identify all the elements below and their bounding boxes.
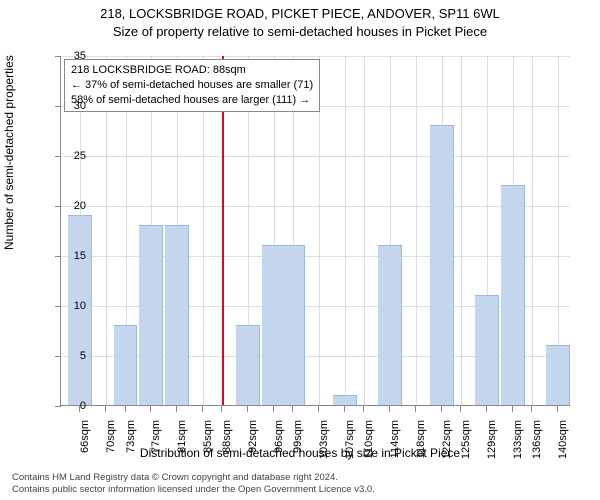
xtick-label: 110sqm <box>363 420 375 460</box>
xtick-mark <box>292 406 293 412</box>
xtick-mark <box>221 406 222 412</box>
annotation-line3: 58% of semi-detached houses are larger (… <box>71 93 313 108</box>
histogram-bar <box>430 125 454 405</box>
ytick-label: 35 <box>56 50 86 62</box>
histogram-bar <box>475 295 499 405</box>
annotation-line1: 218 LOCKSBRIDGE ROAD: 88sqm <box>71 63 313 78</box>
chart-title-line2: Size of property relative to semi-detach… <box>0 24 600 39</box>
xtick-mark <box>344 406 345 412</box>
ytick-label: 15 <box>56 250 86 262</box>
ytick-label: 0 <box>56 400 86 412</box>
xtick-mark <box>125 406 126 412</box>
xtick-mark <box>557 406 558 412</box>
histogram-bar <box>165 225 189 405</box>
ytick-label: 25 <box>56 150 86 162</box>
xtick-label: 70sqm <box>105 420 117 460</box>
histogram-bar <box>333 395 357 405</box>
xtick-label: 77sqm <box>150 420 162 460</box>
xtick-mark <box>318 406 319 412</box>
gridline-v <box>416 56 417 405</box>
xtick-label: 66sqm <box>79 420 91 460</box>
xtick-mark <box>273 406 274 412</box>
xtick-label: 136sqm <box>531 420 543 460</box>
xtick-label: 96sqm <box>273 420 285 460</box>
gridline-h <box>61 56 570 57</box>
histogram-bar <box>281 245 305 405</box>
histogram-bar <box>378 245 402 405</box>
xtick-label: 99sqm <box>292 420 304 460</box>
xtick-label: 125sqm <box>460 420 472 460</box>
xtick-label: 88sqm <box>221 420 233 460</box>
annotation-line2: ← 37% of semi-detached houses are smalle… <box>71 78 313 93</box>
xtick-mark <box>415 406 416 412</box>
xtick-label: 129sqm <box>486 420 498 460</box>
gridline-h <box>61 256 570 257</box>
xtick-label: 140sqm <box>557 420 569 460</box>
xtick-label: 114sqm <box>389 420 401 460</box>
histogram-bar <box>546 345 570 405</box>
ytick-label: 20 <box>56 200 86 212</box>
xtick-label: 73sqm <box>125 420 137 460</box>
xtick-mark <box>79 406 80 412</box>
y-axis-label: Number of semi-detached properties <box>2 55 16 250</box>
xtick-mark <box>389 406 390 412</box>
xtick-mark <box>202 406 203 412</box>
attribution-line2: Contains public sector information licen… <box>12 484 588 496</box>
xtick-label: 92sqm <box>247 420 259 460</box>
chart-title-line1: 218, LOCKSBRIDGE ROAD, PICKET PIECE, AND… <box>0 6 600 21</box>
xtick-mark <box>460 406 461 412</box>
attribution-line1: Contains HM Land Registry data © Crown c… <box>12 472 588 484</box>
xtick-mark <box>363 406 364 412</box>
histogram-bar <box>114 325 138 405</box>
xtick-mark <box>531 406 532 412</box>
ytick-label: 5 <box>56 350 86 362</box>
xtick-mark <box>176 406 177 412</box>
gridline-v <box>532 56 533 405</box>
xtick-label: 81sqm <box>176 420 188 460</box>
xtick-label: 133sqm <box>512 420 524 460</box>
gridline-v <box>345 56 346 405</box>
histogram-bar <box>139 225 163 405</box>
gridline-v <box>461 56 462 405</box>
xtick-mark <box>486 406 487 412</box>
xtick-mark <box>441 406 442 412</box>
gridline-h <box>61 206 570 207</box>
xtick-label: 118sqm <box>415 420 427 460</box>
xtick-mark <box>105 406 106 412</box>
gridline-v <box>364 56 365 405</box>
histogram-bar <box>501 185 525 405</box>
xtick-label: 85sqm <box>202 420 214 460</box>
xtick-label: 122sqm <box>441 420 453 460</box>
xtick-label: 107sqm <box>344 420 356 460</box>
gridline-h <box>61 156 570 157</box>
xtick-label: 103sqm <box>318 420 330 460</box>
xtick-mark <box>247 406 248 412</box>
annotation-box: 218 LOCKSBRIDGE ROAD: 88sqm← 37% of semi… <box>64 59 320 112</box>
plot-area: 218 LOCKSBRIDGE ROAD: 88sqm← 37% of semi… <box>60 56 570 406</box>
attribution-text: Contains HM Land Registry data © Crown c… <box>12 472 588 496</box>
xtick-mark <box>150 406 151 412</box>
ytick-label: 10 <box>56 300 86 312</box>
ytick-label: 30 <box>56 100 86 112</box>
histogram-bar <box>236 325 260 405</box>
xtick-mark <box>512 406 513 412</box>
